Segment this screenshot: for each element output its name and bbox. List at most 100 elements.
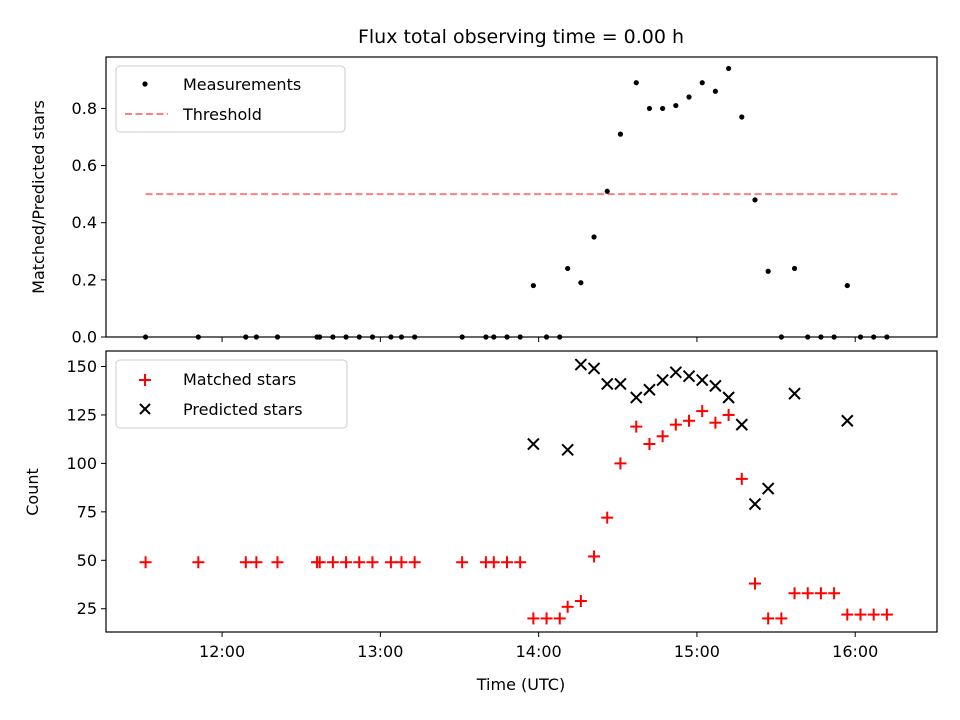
matched-star-point <box>500 556 513 569</box>
measurement-point <box>739 114 745 120</box>
predicted-star-point <box>841 414 854 427</box>
top-series <box>142 65 898 340</box>
bottom-legend-box <box>115 359 348 429</box>
measurement-point <box>617 131 624 137</box>
predicted-star-point <box>643 383 656 396</box>
matched-star-point <box>366 556 379 569</box>
matched-star-point <box>540 612 553 625</box>
top-y-ticks: 0.0 0.2 0.4 0.6 0.8 <box>72 99 106 347</box>
matched-star-point <box>527 612 540 625</box>
bottom-y-tick-label: 100 <box>66 454 97 473</box>
matched-star-point <box>326 556 339 569</box>
matched-star-point <box>762 612 775 625</box>
top-y-tick-label: 0.0 <box>72 328 97 347</box>
predicted-star-point <box>527 437 540 451</box>
matched-star-point <box>709 416 722 429</box>
matched-star-point <box>408 556 421 569</box>
matched-star-point <box>588 550 601 563</box>
matched-star-point <box>574 594 587 607</box>
matched-star-point <box>192 556 205 569</box>
bottom-plot-frame <box>105 350 938 633</box>
bottom-y-tick-label: 25 <box>77 599 97 618</box>
predicted-star-point <box>761 482 775 495</box>
matched-star-point <box>788 587 801 600</box>
matched-star-point <box>643 438 656 451</box>
predicted-star-point <box>709 379 722 393</box>
x-axis-label: Time (UTC) <box>476 675 565 694</box>
predicted-star-point <box>587 362 601 375</box>
measurement-point <box>565 265 571 272</box>
matched-star-point <box>630 420 643 433</box>
bottom-y-tick-label: 150 <box>66 357 97 376</box>
predicted-star-point <box>561 443 574 457</box>
bottom-legend: Matched stars Predicted stars <box>115 359 348 429</box>
bottom-x-tick-label: 12:00 <box>199 642 245 661</box>
measurement-point <box>673 102 679 109</box>
legend-threshold-label: Threshold <box>182 105 262 124</box>
bottom-x-tick-label: 16:00 <box>832 642 878 661</box>
measurement-point <box>791 265 798 272</box>
measurement-point <box>591 234 597 240</box>
matched-star-point <box>384 556 397 569</box>
predicted-star-point <box>735 418 748 431</box>
predicted-star-point <box>748 497 762 511</box>
bottom-y-tick-label: 125 <box>66 405 97 424</box>
predicted-star-point <box>682 369 696 383</box>
predicted-star-point <box>630 391 643 404</box>
bottom-y-tick-label: 75 <box>77 502 97 521</box>
legend-measurements-marker <box>142 81 148 87</box>
matched-star-point <box>867 608 880 621</box>
matched-star-point <box>814 587 827 600</box>
matched-star-point <box>656 430 669 443</box>
measurement-point <box>686 94 692 100</box>
matched-star-point <box>271 556 284 569</box>
matched-star-point <box>313 556 326 569</box>
top-panel-title: Flux total observing time = 0.00 h <box>358 26 684 48</box>
top-legend: Measurements Threshold <box>115 65 346 133</box>
matched-star-point <box>880 608 893 621</box>
matched-star-point <box>340 556 353 569</box>
measurement-point <box>604 188 610 194</box>
bottom-x-tick-label: 13:00 <box>357 642 403 661</box>
top-y-tick-label: 0.2 <box>72 270 97 289</box>
matched-star-point <box>735 472 748 485</box>
matched-star-point <box>801 587 814 600</box>
matched-star-point <box>395 556 408 569</box>
predicted-star-point <box>574 358 588 371</box>
bottom-x-ticks: 12:00 13:00 14:00 15:00 16:00 <box>199 632 878 661</box>
measurement-point <box>660 105 666 112</box>
measurement-point <box>646 105 653 112</box>
matched-star-point <box>854 608 867 621</box>
measurement-point <box>725 65 732 72</box>
matched-star-point <box>139 556 152 569</box>
measurement-point <box>530 282 536 289</box>
measurement-point <box>633 80 639 86</box>
matched-star-point <box>514 556 527 569</box>
bottom-y-tick-label: 50 <box>77 551 97 570</box>
bottom-x-tick-label: 14:00 <box>516 642 562 661</box>
legend-matched-label: Matched stars <box>183 370 296 389</box>
predicted-star-point <box>788 387 801 400</box>
legend-matched-marker <box>139 374 151 386</box>
matched-star-point <box>553 612 566 625</box>
matched-star-point <box>601 511 614 524</box>
matched-star-point <box>722 408 735 421</box>
top-y-tick-label: 0.8 <box>72 99 97 118</box>
matched-star-point <box>239 556 252 569</box>
matched-star-point <box>828 587 841 600</box>
predicted-star-point <box>722 391 735 404</box>
matched-star-point <box>696 405 709 418</box>
measurement-point <box>752 197 758 203</box>
legend-predicted-marker <box>139 403 151 415</box>
predicted-star-point <box>656 373 669 387</box>
matched-star-point <box>353 556 366 569</box>
bottom-series <box>139 358 893 625</box>
top-x-ticks <box>221 337 856 342</box>
bottom-y-axis-label: Count <box>23 468 42 516</box>
top-plot-frame <box>105 56 938 338</box>
matched-star-point <box>775 612 788 625</box>
measurement-point <box>844 282 850 289</box>
matched-star-point <box>250 556 263 569</box>
matched-star-point <box>748 577 761 590</box>
matched-star-point <box>683 414 696 427</box>
